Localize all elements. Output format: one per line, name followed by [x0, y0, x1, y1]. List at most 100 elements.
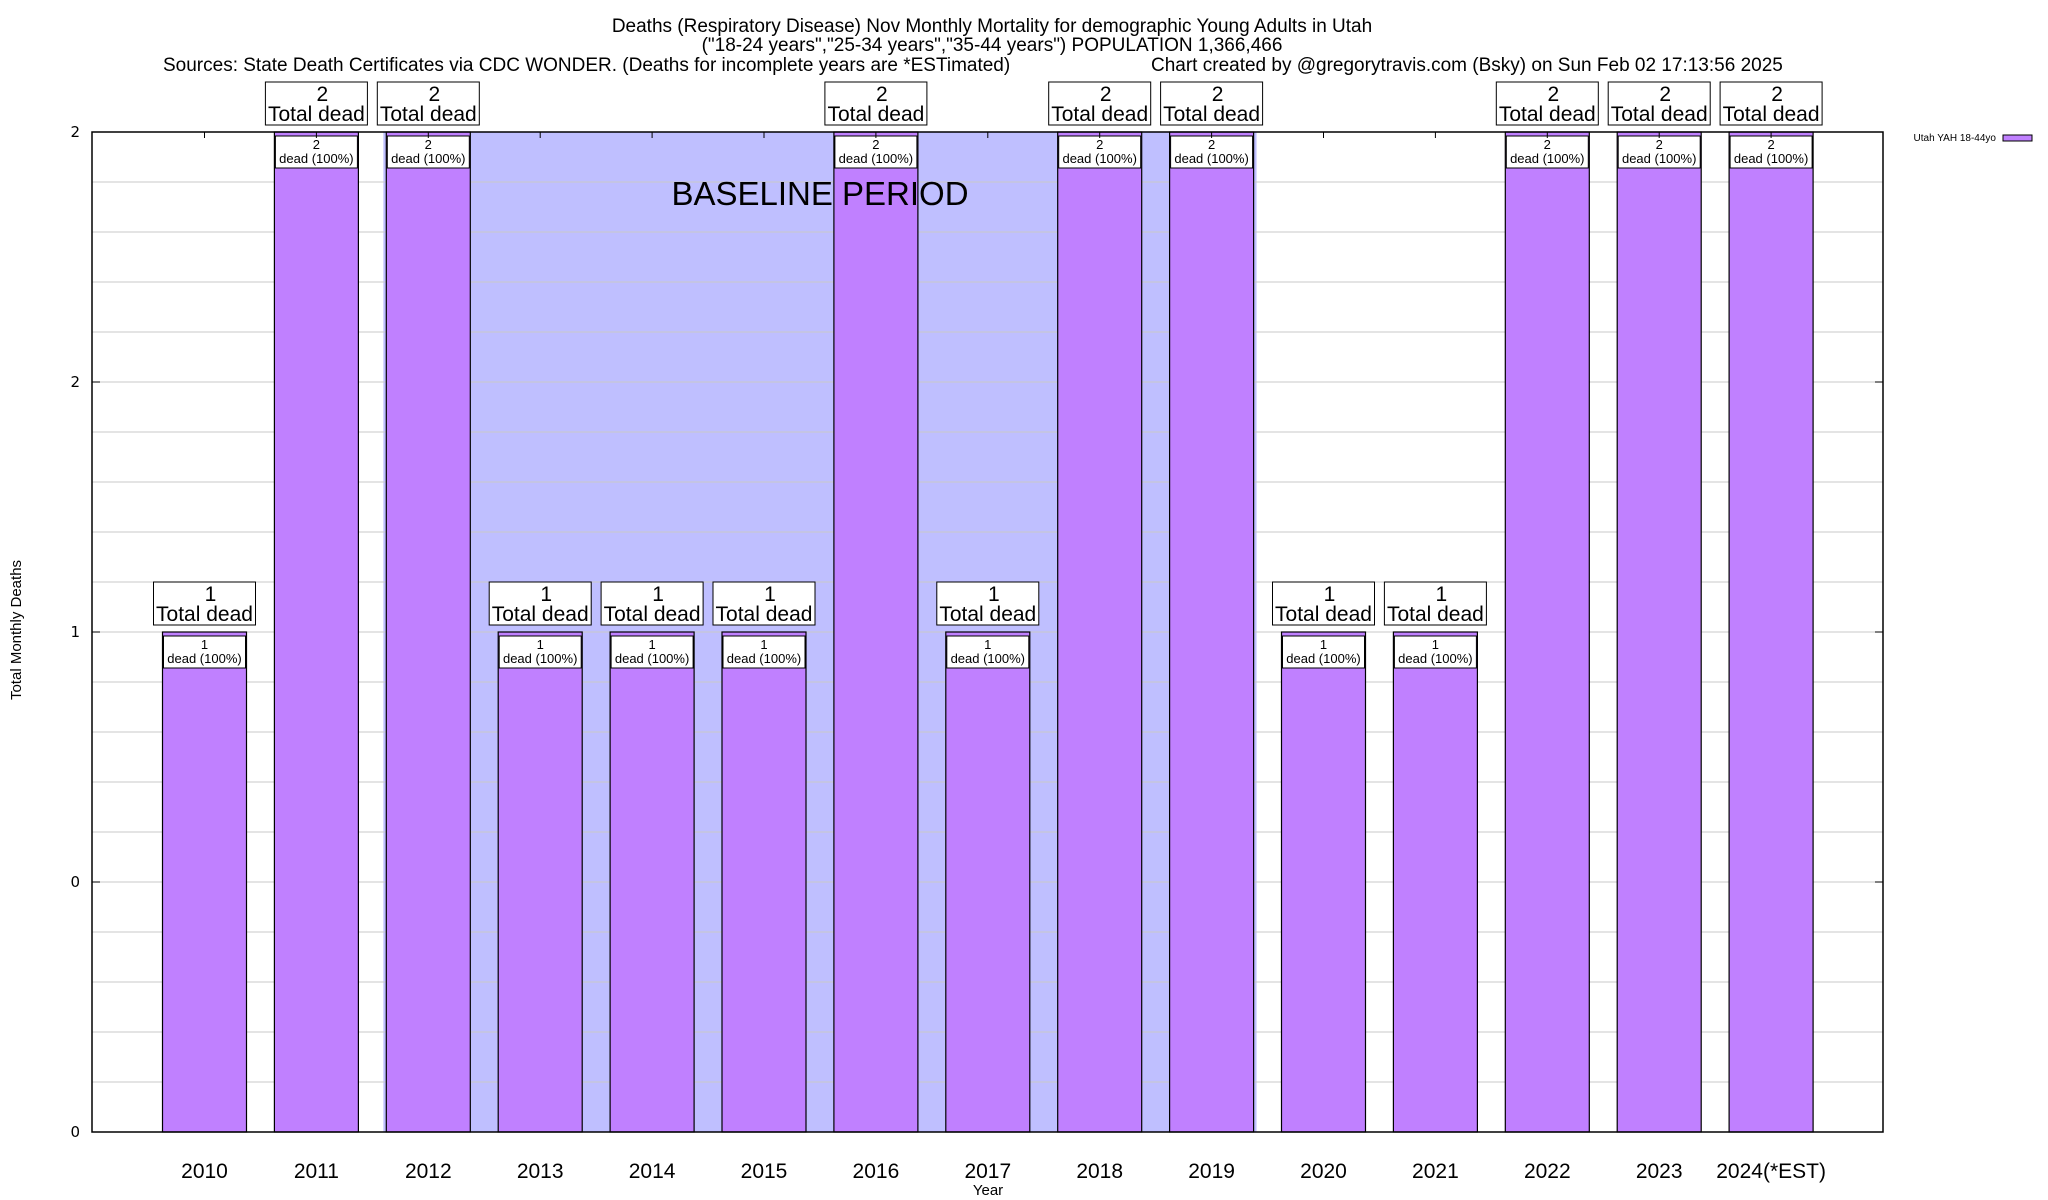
bar-inner-label-box	[274, 135, 358, 169]
bar-total-label-value: 1	[652, 583, 664, 606]
bar-total-label-box	[376, 81, 480, 126]
chart-title: Deaths (Respiratory Disease) Nov Monthly…	[163, 16, 1783, 76]
bar-total-label-box	[488, 581, 592, 626]
title-line-3-sources: Sources: State Death Certificates via CD…	[163, 55, 1010, 76]
y-tick-label: 2	[70, 373, 80, 391]
bar-total-label-text: Total dead	[1051, 103, 1148, 126]
bar-total-label-value: 2	[428, 83, 440, 106]
legend-entry-label: Utah YAH 18-44yo	[1914, 133, 1997, 144]
bar-total-label-box	[1048, 81, 1152, 126]
bar	[1616, 131, 1702, 1133]
bar-total-label-text: Total dead	[1723, 103, 1820, 126]
bar-total-label-box	[712, 581, 816, 626]
bar-inner-label-box	[610, 635, 694, 669]
bar-inner-label-box	[1729, 135, 1813, 169]
bar	[1728, 131, 1814, 1133]
bar	[1168, 131, 1255, 1133]
x-tick-label: 2021	[1412, 1160, 1459, 1183]
bar-total-label-text: Total dead	[492, 603, 589, 626]
x-axis-ticks: 2010 2011 2012 2013 2014 2015 2016 2017 2018 2019…	[181, 132, 1826, 1183]
bar	[497, 631, 583, 1133]
title-line-1: Deaths (Respiratory Disease) Nov Monthly…	[612, 16, 1372, 37]
bar-inner-label-value: 1	[984, 637, 991, 652]
x-tick-label: 2020	[1300, 1160, 1347, 1183]
bar	[1280, 631, 1367, 1133]
baseline-label-layer: BASELINE PERIOD	[671, 175, 968, 212]
bar-inner-label-value: 2	[425, 137, 432, 152]
bar-inner-label-text: dead (100%)	[1174, 151, 1248, 166]
bar-total-label-text: Total dead	[1499, 103, 1596, 126]
bar-inner-label-value: 1	[201, 637, 208, 652]
baseline-period-label: BASELINE PERIOD	[671, 175, 968, 212]
y-tick-label: 2	[70, 123, 80, 141]
bar-total-label-text: Total dead	[268, 103, 365, 126]
y-axis-label: Total Monthly Deaths	[8, 560, 25, 700]
bar-total-label-box	[1495, 81, 1599, 126]
bar-inner-label-value: 2	[1656, 137, 1663, 152]
bar-inner-label-text: dead (100%)	[167, 651, 241, 666]
y-tick-label: 1	[70, 623, 80, 641]
x-tick-label: 2018	[1076, 1160, 1123, 1183]
bar-total-label-value: 1	[205, 583, 217, 606]
bar-total-label-value: 1	[988, 583, 1000, 606]
bar	[161, 631, 248, 1133]
bar-total-label-value: 2	[1212, 83, 1224, 106]
bar-total-label-value: 2	[876, 83, 888, 106]
bar-total-label-text: Total dead	[380, 103, 477, 126]
bar-inner-label-box	[722, 635, 806, 669]
x-tick-label: 2016	[853, 1160, 900, 1183]
bar-inner-label-text: dead (100%)	[503, 651, 577, 666]
bar-inner-label-value: 2	[1544, 137, 1551, 152]
bar-total-label-box	[1719, 81, 1823, 126]
bar-total-label-text: Total dead	[716, 603, 813, 626]
bars-layer	[161, 131, 1814, 1133]
bar-total-label-text: Total dead	[1387, 603, 1484, 626]
legend: Utah YAH 18-44yo	[1914, 133, 2033, 144]
bar	[1392, 631, 1479, 1133]
bar-total-label-box	[600, 581, 704, 626]
x-tick-label: 2014	[629, 1160, 676, 1183]
y-tick-label: 0	[70, 873, 80, 891]
bar-inner-label-box	[386, 135, 470, 169]
bar-total-label-value: 1	[764, 583, 776, 606]
bar-total-label-box	[824, 81, 928, 126]
bar-total-label-text: Total dead	[827, 103, 924, 126]
bar-total-label-box	[1607, 81, 1711, 126]
bar-inner-label-box	[946, 635, 1030, 669]
bar-inner-label-box	[163, 635, 246, 669]
bar-inner-label-text: dead (100%)	[1062, 151, 1136, 166]
bar-total-label-text: Total dead	[156, 603, 253, 626]
bar-total-label-text: Total dead	[1275, 603, 1372, 626]
bar-inner-label-value: 1	[1432, 637, 1439, 652]
bar	[385, 131, 471, 1133]
bar	[609, 631, 695, 1133]
bar-inner-label-text: dead (100%)	[1734, 151, 1808, 166]
bar-total-label-box	[1160, 81, 1264, 126]
bar-total-label-text: Total dead	[1163, 103, 1260, 126]
x-tick-label: 2013	[517, 1160, 564, 1183]
bar-inner-label-text: dead (100%)	[615, 651, 689, 666]
bar-inner-label-box	[1617, 135, 1701, 169]
bar-total-label-text: Total dead	[1611, 103, 1708, 126]
x-tick-label: 2017	[964, 1160, 1011, 1183]
bar	[1057, 131, 1143, 1133]
bar-total-label-value: 2	[1771, 83, 1783, 106]
bar-inner-label-box	[1282, 635, 1365, 669]
x-axis-label: Year	[973, 1182, 1003, 1199]
y-axis-ticks: 0 0 1 2 2	[70, 123, 1883, 1141]
bar-total-label-value: 2	[1547, 83, 1559, 106]
bar-total-label-value: 2	[1659, 83, 1671, 106]
bar-inner-label-text: dead (100%)	[391, 151, 465, 166]
bar-inner-label-text: dead (100%)	[1286, 651, 1360, 666]
bar-inner-label-text: dead (100%)	[279, 151, 353, 166]
x-tick-label: 2011	[294, 1160, 339, 1183]
bar-inner-label-value: 2	[872, 137, 879, 152]
x-tick-label: 2012	[405, 1160, 452, 1183]
x-tick-label: 2015	[741, 1160, 788, 1183]
bar	[833, 131, 919, 1133]
bar-total-label-box	[1272, 581, 1375, 626]
bar-inner-label-value: 1	[537, 637, 544, 652]
x-tick-label: 2024(*EST)	[1716, 1160, 1826, 1183]
